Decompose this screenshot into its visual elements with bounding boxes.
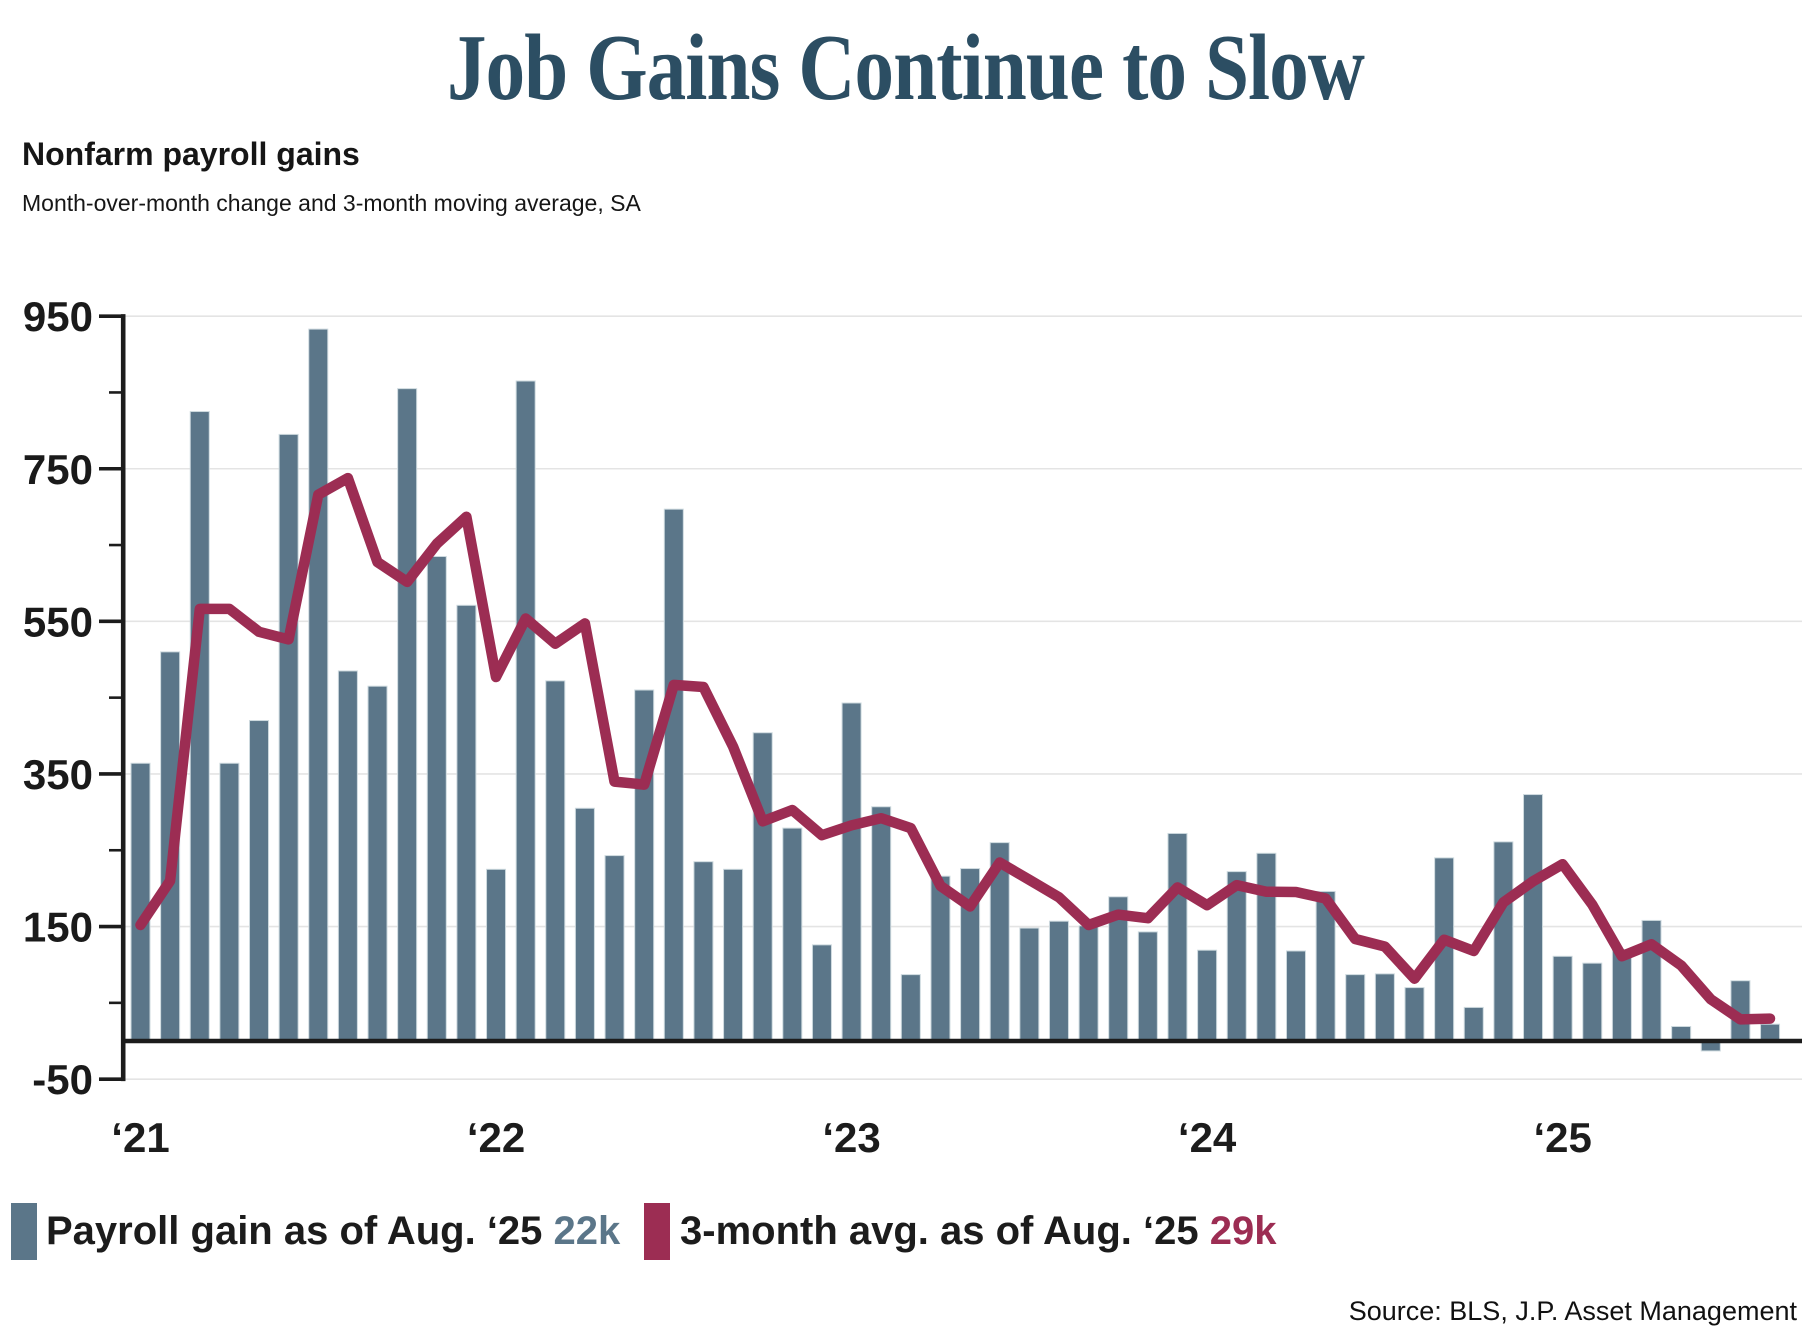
bar-2021-10	[397, 388, 418, 1042]
bar-2024-08	[1404, 987, 1425, 1042]
bar-2025-02	[1582, 962, 1603, 1042]
y-tick-label--50: -50	[32, 1056, 93, 1103]
bar-2021-03	[189, 411, 210, 1042]
y-tick-label-550: 550	[23, 598, 93, 645]
source-attribution: Source: BLS, J.P. Asset Management	[1348, 1296, 1797, 1326]
bar-2022-01	[486, 868, 507, 1042]
bar-2022-06	[634, 689, 655, 1042]
page-title: Job Gains Continue to Slow	[446, 16, 1365, 120]
bar-2022-11	[782, 827, 803, 1042]
y-tick-label-750: 750	[23, 446, 93, 493]
bar-2024-04	[1285, 950, 1306, 1042]
bar-2022-07	[663, 508, 684, 1042]
bar-2025-01	[1552, 955, 1573, 1042]
bar-2023-07	[1019, 927, 1040, 1042]
bar-2022-08	[693, 861, 714, 1042]
y-tick-label-350: 350	[23, 751, 93, 798]
moving-average-line	[135, 472, 1776, 1025]
bar-2024-06	[1345, 974, 1366, 1042]
bar-2022-05	[604, 855, 625, 1042]
bar-2021-01	[130, 762, 151, 1042]
legend-line-swatch	[644, 1203, 670, 1260]
y-tick-label-950: 950	[23, 293, 93, 340]
legend-bar-label: Payroll gain as of Aug. ‘25	[46, 1209, 554, 1253]
bar-2024-02	[1226, 871, 1247, 1042]
bar-2021-11	[426, 555, 447, 1042]
bar-2023-01	[841, 702, 862, 1042]
bar-2022-04	[574, 807, 595, 1042]
legend-line-item: 3-month avg. as of Aug. ‘25 29k	[680, 1200, 1276, 1262]
bar-2021-04	[219, 762, 240, 1042]
legend-bar-swatch	[11, 1203, 37, 1260]
bar-2021-12	[456, 604, 477, 1042]
bar-2021-05	[249, 720, 270, 1042]
bar-2022-10	[752, 732, 773, 1042]
chart-subheading: Month-over-month change and 3-month movi…	[22, 190, 641, 216]
bar-2024-07	[1374, 973, 1395, 1042]
bar-2025-04	[1641, 919, 1662, 1042]
legend-bar-value: 22k	[553, 1209, 621, 1253]
bar-2023-04	[930, 875, 951, 1042]
bar-2024-03	[1256, 852, 1277, 1042]
chart-heading: Nonfarm payroll gains	[22, 136, 360, 172]
bar-2021-07	[308, 328, 329, 1042]
bar-2021-09	[367, 685, 388, 1042]
bar-2022-09	[723, 868, 744, 1042]
bar-2023-03	[900, 974, 921, 1042]
bar-2023-11	[1137, 931, 1158, 1042]
x-tick-label-24: ‘24	[1178, 1114, 1237, 1161]
legend-line-label: 3-month avg. as of Aug. ‘25	[680, 1209, 1210, 1253]
bar-2022-03	[545, 680, 566, 1042]
bar-2024-01	[1197, 949, 1218, 1042]
bar-2023-02	[871, 806, 892, 1042]
bar-2022-02	[515, 380, 536, 1042]
legend-bar-item: Payroll gain as of Aug. ‘25 22k	[46, 1200, 620, 1262]
x-tick-label-22: ‘22	[467, 1114, 525, 1161]
bar-2025-08	[1760, 1023, 1781, 1042]
x-tick-label-21: ‘21	[111, 1114, 169, 1161]
bar-2021-08	[337, 670, 358, 1042]
bar-2024-10	[1463, 1006, 1484, 1042]
bar-2023-09	[1078, 925, 1099, 1042]
x-tick-label-25: ‘25	[1533, 1114, 1591, 1161]
bar-2024-12	[1523, 794, 1544, 1042]
y-tick-label-150: 150	[23, 904, 93, 951]
bar-2023-08	[1048, 920, 1069, 1042]
bar-2024-11	[1493, 841, 1514, 1042]
legend-line-value: 29k	[1209, 1209, 1277, 1253]
bar-2021-06	[278, 433, 299, 1042]
legend: Payroll gain as of Aug. ‘25 22k 3-month …	[0, 1200, 1811, 1264]
bar-2023-12	[1167, 832, 1188, 1042]
bar-2025-03	[1611, 948, 1632, 1042]
bar-2022-12	[811, 944, 832, 1042]
x-tick-label-23: ‘23	[822, 1114, 880, 1161]
